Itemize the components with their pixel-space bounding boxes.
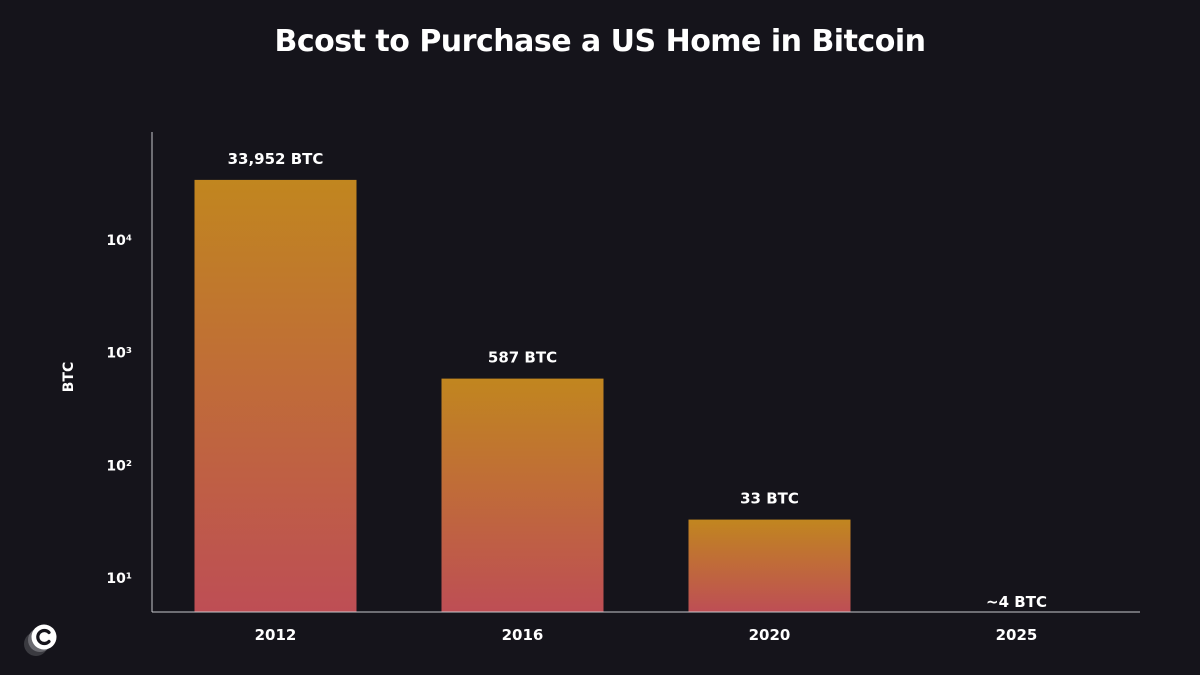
data-label-2012: 33,952 BTC <box>228 150 324 168</box>
y-tick-label: 10² <box>106 458 132 474</box>
bar-2012 <box>194 179 357 612</box>
y-tick-label: 10¹ <box>106 571 132 587</box>
bar-2016 <box>441 378 604 612</box>
data-label-2016: 587 BTC <box>488 349 557 367</box>
data-label-2025: ~4 BTC <box>986 593 1047 611</box>
x-tick-label-2025: 2025 <box>996 626 1038 644</box>
y-axis-title: BTC <box>61 362 77 393</box>
c-logo-icon <box>24 624 57 656</box>
data-label-2020: 33 BTC <box>740 490 799 508</box>
chart-title: Bcost to Purchase a US Home in Bitcoin <box>274 24 926 59</box>
y-tick-label: 10³ <box>106 346 132 362</box>
bar-2020 <box>688 519 851 612</box>
x-tick-label-2016: 2016 <box>502 626 544 644</box>
x-tick-label-2012: 2012 <box>255 626 297 644</box>
x-tick-label-2020: 2020 <box>749 626 791 644</box>
y-tick-label: 10⁴ <box>106 233 132 249</box>
